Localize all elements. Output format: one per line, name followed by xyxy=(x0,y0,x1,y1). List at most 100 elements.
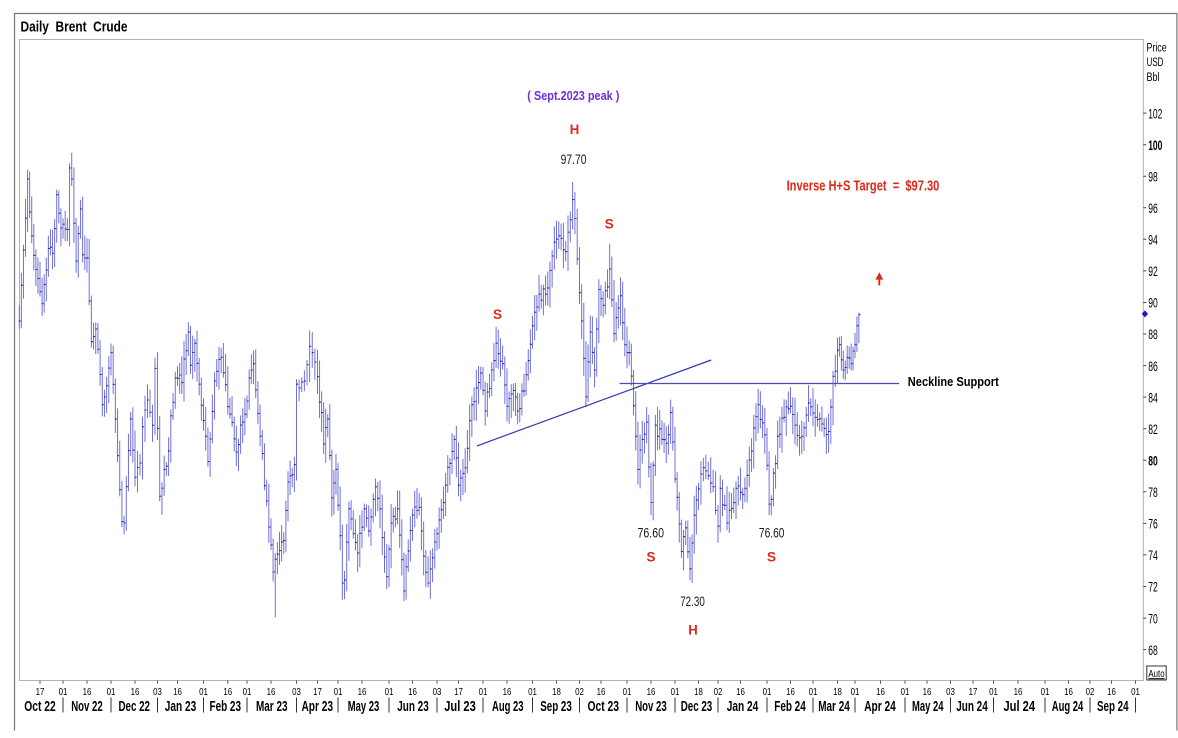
svg-text:84: 84 xyxy=(1148,390,1158,406)
svg-text:Oct 23: Oct 23 xyxy=(588,698,620,715)
svg-text:Jun 23: Jun 23 xyxy=(397,698,429,715)
svg-text:86: 86 xyxy=(1148,359,1158,375)
svg-text:Daily Brent Crude: Daily Brent Crude xyxy=(21,19,128,36)
svg-text:88: 88 xyxy=(1148,327,1158,343)
svg-text:01: 01 xyxy=(334,687,343,698)
svg-text:01: 01 xyxy=(809,687,818,698)
svg-text:16: 16 xyxy=(876,687,885,698)
svg-text:May 24: May 24 xyxy=(912,698,944,715)
svg-text:02: 02 xyxy=(714,687,723,698)
svg-text:01: 01 xyxy=(901,687,910,698)
svg-text:03: 03 xyxy=(153,687,162,698)
svg-text:01: 01 xyxy=(479,687,488,698)
svg-text:97.70: 97.70 xyxy=(561,152,587,167)
svg-text:16: 16 xyxy=(736,687,745,698)
svg-text:Bbl: Bbl xyxy=(1147,72,1160,84)
svg-text:May 23: May 23 xyxy=(348,698,380,715)
svg-text:Sep 23: Sep 23 xyxy=(540,698,572,715)
svg-text:01: 01 xyxy=(59,687,68,698)
svg-text:76.60: 76.60 xyxy=(759,525,785,540)
svg-text:92: 92 xyxy=(1148,264,1158,280)
svg-text:72.30: 72.30 xyxy=(680,594,705,609)
svg-text:16: 16 xyxy=(408,687,417,698)
svg-text:98: 98 xyxy=(1148,169,1158,185)
svg-text:16: 16 xyxy=(267,687,276,698)
svg-text:Jul 23: Jul 23 xyxy=(444,698,476,715)
svg-text:H: H xyxy=(570,121,580,137)
svg-text:Oct 22: Oct 22 xyxy=(24,698,56,715)
svg-text:Jun 24: Jun 24 xyxy=(956,698,988,715)
svg-text:Apr 23: Apr 23 xyxy=(302,698,334,715)
svg-text:16: 16 xyxy=(923,687,932,698)
svg-text:72: 72 xyxy=(1148,580,1158,596)
svg-text:01: 01 xyxy=(107,687,116,698)
svg-text:Jan 23: Jan 23 xyxy=(165,698,197,715)
svg-text:Aug 24: Aug 24 xyxy=(1052,698,1084,715)
svg-text:Mar 24: Mar 24 xyxy=(818,698,850,715)
svg-text:76.60: 76.60 xyxy=(638,525,665,540)
svg-text:17: 17 xyxy=(36,687,45,698)
svg-text:Apr 24: Apr 24 xyxy=(864,698,896,715)
svg-text:17: 17 xyxy=(969,687,978,698)
svg-text:100: 100 xyxy=(1148,138,1162,154)
svg-text:17: 17 xyxy=(454,687,463,698)
svg-text:16: 16 xyxy=(1064,687,1073,698)
svg-text:16: 16 xyxy=(647,687,656,698)
svg-text:02: 02 xyxy=(575,687,584,698)
svg-text:17: 17 xyxy=(313,687,322,698)
svg-text:Dec 23: Dec 23 xyxy=(681,698,713,715)
svg-text:Jul 24: Jul 24 xyxy=(1004,698,1036,715)
svg-text:16: 16 xyxy=(358,687,367,698)
svg-text:16: 16 xyxy=(223,687,232,698)
svg-text:01: 01 xyxy=(671,687,680,698)
svg-text:18: 18 xyxy=(694,687,703,698)
svg-text:16: 16 xyxy=(173,687,182,698)
svg-text:90: 90 xyxy=(1148,296,1158,312)
svg-text:70: 70 xyxy=(1148,611,1158,627)
svg-text:03: 03 xyxy=(946,687,955,698)
svg-text:Mar 23: Mar 23 xyxy=(256,698,288,715)
svg-text:01: 01 xyxy=(1041,687,1050,698)
svg-text:68: 68 xyxy=(1148,643,1158,659)
svg-text:03: 03 xyxy=(433,687,442,698)
svg-text:76: 76 xyxy=(1148,517,1158,533)
svg-text:Auto: Auto xyxy=(1148,669,1165,680)
svg-text:01: 01 xyxy=(623,687,632,698)
svg-text:80: 80 xyxy=(1148,454,1158,470)
svg-text:74: 74 xyxy=(1148,548,1158,564)
svg-text:94: 94 xyxy=(1148,233,1158,249)
svg-text:01: 01 xyxy=(989,687,998,698)
svg-text:96: 96 xyxy=(1148,201,1158,217)
svg-text:S: S xyxy=(605,215,614,231)
svg-text:02: 02 xyxy=(1086,687,1095,698)
svg-text:16: 16 xyxy=(597,687,606,698)
svg-text:Sep 24: Sep 24 xyxy=(1097,698,1129,715)
svg-text:16: 16 xyxy=(503,687,512,698)
svg-text:16: 16 xyxy=(1107,687,1116,698)
svg-text:03: 03 xyxy=(292,687,301,698)
svg-text:01: 01 xyxy=(199,687,208,698)
svg-text:82: 82 xyxy=(1148,422,1158,438)
svg-text:Price: Price xyxy=(1147,42,1167,54)
svg-text:H: H xyxy=(688,621,698,637)
svg-text:01: 01 xyxy=(763,687,772,698)
svg-text:USD: USD xyxy=(1147,57,1164,69)
svg-text:16: 16 xyxy=(1014,687,1023,698)
svg-text:Feb 23: Feb 23 xyxy=(210,698,242,715)
svg-text:16: 16 xyxy=(83,687,92,698)
svg-text:Nov 23: Nov 23 xyxy=(635,698,667,715)
svg-text:18: 18 xyxy=(552,687,561,698)
svg-text:18: 18 xyxy=(833,687,842,698)
svg-text:Feb 24: Feb 24 xyxy=(774,698,806,715)
svg-text:01: 01 xyxy=(1131,687,1140,698)
svg-text:102: 102 xyxy=(1148,106,1162,122)
svg-text:Inverse H+S Target = $97.30: Inverse H+S Target = $97.30 xyxy=(787,179,940,195)
svg-text:Nov 22: Nov 22 xyxy=(71,698,103,715)
svg-text:Neckline Support: Neckline Support xyxy=(908,374,1000,389)
svg-text:78: 78 xyxy=(1148,485,1158,501)
svg-text:Jan 24: Jan 24 xyxy=(727,698,759,715)
svg-text:Aug 23: Aug 23 xyxy=(492,698,524,715)
svg-text:01: 01 xyxy=(243,687,252,698)
svg-text:16: 16 xyxy=(786,687,795,698)
svg-text:( Sept.2023 peak ): ( Sept.2023 peak ) xyxy=(527,88,619,103)
